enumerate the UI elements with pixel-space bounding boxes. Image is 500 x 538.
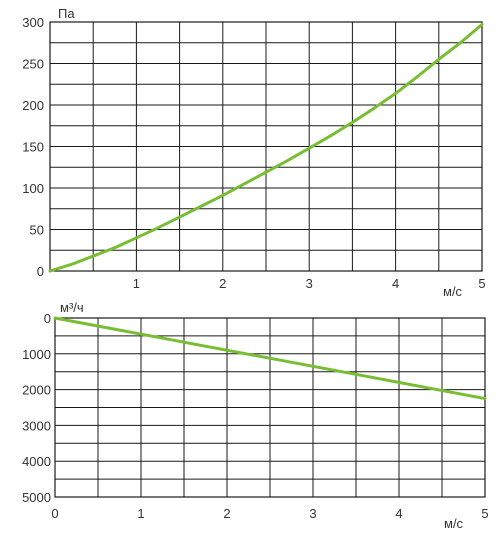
- pressure-y-axis-label: Па: [58, 6, 75, 21]
- airflow-x-tick-label: 0: [51, 506, 58, 521]
- pressure-x-axis-label: м/с: [443, 284, 463, 299]
- pressure-x-ticks: 1 2 3 4 5: [133, 276, 486, 291]
- pressure-x-tick-label: 1: [133, 276, 140, 291]
- airflow-y-tick-label: 0: [44, 311, 51, 326]
- pressure-y-tick-label: 50: [30, 223, 44, 238]
- airflow-x-tick-label: 5: [481, 506, 488, 521]
- pressure-chart-frame: [49, 21, 483, 272]
- airflow-x-tick-label: 2: [223, 506, 230, 521]
- pressure-series-line: [48, 22, 484, 273]
- pressure-x-tick-label: 2: [219, 276, 226, 291]
- pressure-x-tick-label: 5: [478, 276, 485, 291]
- airflow-x-tick-label: 4: [395, 506, 402, 521]
- airflow-y-tick-label: 3000: [22, 418, 51, 433]
- pressure-y-tick-label: 250: [22, 57, 44, 72]
- pressure-y-ticks: 300 250 200 150 100 50 0: [22, 15, 44, 279]
- airflow-y-tick-label: 4000: [22, 454, 51, 469]
- pressure-chart-grid: [50, 22, 482, 271]
- pressure-y-tick-label: 300: [22, 15, 44, 30]
- airflow-x-axis-label: м/с: [444, 516, 464, 531]
- airflow-x-ticks: 0 1 2 3 4 5: [51, 506, 488, 521]
- pressure-x-tick-label: 3: [306, 276, 313, 291]
- airflow-y-ticks: 0 1000 2000 3000 4000 5000: [22, 311, 51, 505]
- pressure-x-tick-label: 4: [392, 276, 399, 291]
- airflow-x-tick-label: 1: [137, 506, 144, 521]
- pressure-y-tick-label: 200: [22, 98, 44, 113]
- pressure-y-tick-label: 100: [22, 181, 44, 196]
- airflow-y-axis-label: м³/ч: [60, 300, 84, 315]
- airflow-y-tick-label: 1000: [22, 347, 51, 362]
- pressure-y-tick-label: 150: [22, 140, 44, 155]
- airflow-x-tick-label: 3: [309, 506, 316, 521]
- pressure-series: [48, 22, 484, 273]
- airflow-y-tick-label: 5000: [22, 490, 51, 505]
- airflow-chart-frame: [54, 317, 486, 498]
- airflow-y-tick-label: 2000: [22, 383, 51, 398]
- airflow-chart: 0 1000 2000 3000 4000 5000 0 1 2 3 4 5 м³/ч м/с: [22, 300, 489, 531]
- airflow-series-line: [53, 316, 487, 401]
- pressure-chart: 300 250 200 150 100 50 0 1 2 3 4 5 Па м/с: [22, 6, 485, 299]
- pressure-y-tick-label: 0: [37, 264, 44, 279]
- airflow-chart-grid: [55, 318, 485, 497]
- airflow-series: [53, 316, 487, 401]
